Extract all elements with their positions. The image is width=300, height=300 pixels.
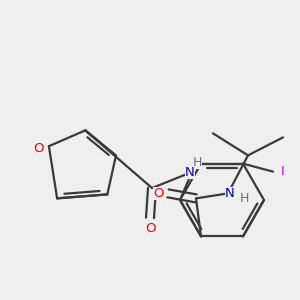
Text: N: N [185,166,195,178]
Text: H: H [239,192,249,205]
Text: O: O [34,142,44,155]
Text: N: N [225,187,235,200]
Text: I: I [281,165,285,178]
Text: H: H [192,155,202,169]
Text: O: O [153,187,163,200]
Text: O: O [145,223,155,236]
